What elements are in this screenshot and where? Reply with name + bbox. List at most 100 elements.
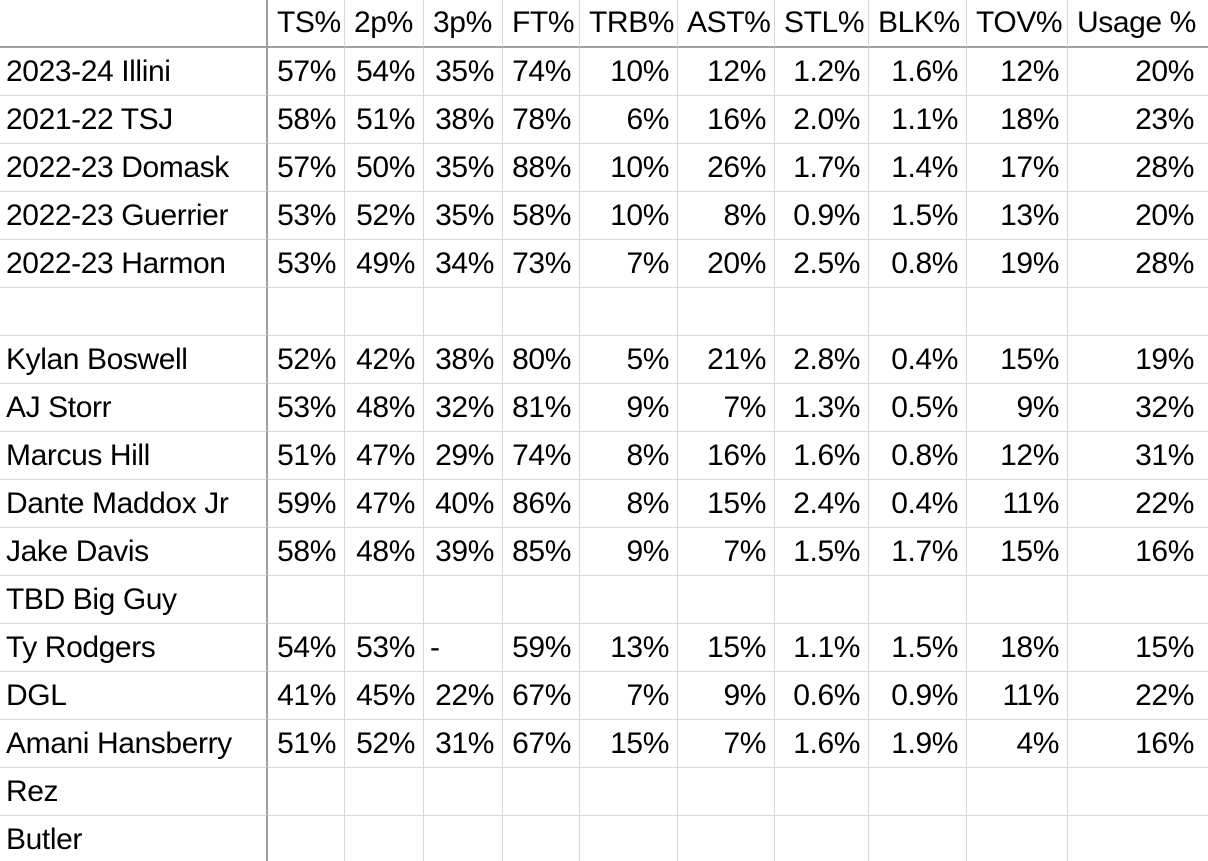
value-cell[interactable]	[424, 288, 503, 336]
value-cell[interactable]	[678, 576, 775, 624]
value-cell[interactable]: 2.8%	[775, 336, 869, 384]
value-cell[interactable]: 48%	[345, 384, 424, 432]
value-cell[interactable]: 26%	[678, 144, 775, 192]
value-cell[interactable]	[424, 768, 503, 816]
value-cell[interactable]: 22%	[424, 672, 503, 720]
value-cell[interactable]: 78%	[503, 96, 580, 144]
value-cell[interactable]: 15%	[678, 480, 775, 528]
value-cell[interactable]: 5%	[580, 336, 678, 384]
value-cell[interactable]: 0.5%	[869, 384, 967, 432]
value-cell[interactable]: 1.5%	[869, 192, 967, 240]
value-cell[interactable]: 59%	[268, 480, 345, 528]
value-cell[interactable]: 85%	[503, 528, 580, 576]
value-cell[interactable]	[345, 288, 424, 336]
corner-cell[interactable]	[0, 0, 268, 48]
value-cell[interactable]: 52%	[345, 192, 424, 240]
value-cell[interactable]: 28%	[1068, 240, 1208, 288]
value-cell[interactable]: 54%	[345, 48, 424, 96]
value-cell[interactable]: 35%	[424, 192, 503, 240]
column-header[interactable]: TOV%	[967, 0, 1068, 48]
value-cell[interactable]: 31%	[1068, 432, 1208, 480]
value-cell[interactable]: 15%	[580, 720, 678, 768]
value-cell[interactable]: 0.8%	[869, 240, 967, 288]
row-label-cell[interactable]: Amani Hansberry	[0, 720, 268, 768]
value-cell[interactable]: 23%	[1068, 96, 1208, 144]
value-cell[interactable]: 45%	[345, 672, 424, 720]
value-cell[interactable]: 81%	[503, 384, 580, 432]
value-cell[interactable]	[678, 288, 775, 336]
value-cell[interactable]: 15%	[967, 528, 1068, 576]
row-label-cell[interactable]: 2023-24 Illini	[0, 48, 268, 96]
value-cell[interactable]: 48%	[345, 528, 424, 576]
row-label-cell[interactable]: Jake Davis	[0, 528, 268, 576]
value-cell[interactable]: 2.4%	[775, 480, 869, 528]
value-cell[interactable]: 53%	[268, 240, 345, 288]
value-cell[interactable]: 0.9%	[869, 672, 967, 720]
value-cell[interactable]: 15%	[1068, 624, 1208, 672]
value-cell[interactable]: 52%	[268, 336, 345, 384]
value-cell[interactable]: 53%	[268, 192, 345, 240]
value-cell[interactable]: 18%	[967, 96, 1068, 144]
value-cell[interactable]	[967, 576, 1068, 624]
value-cell[interactable]: 1.7%	[775, 144, 869, 192]
value-cell[interactable]	[503, 816, 580, 861]
value-cell[interactable]: 16%	[678, 96, 775, 144]
value-cell[interactable]: 7%	[678, 528, 775, 576]
value-cell[interactable]	[869, 576, 967, 624]
value-cell[interactable]: 51%	[345, 96, 424, 144]
value-cell[interactable]: 8%	[678, 192, 775, 240]
value-cell[interactable]: 19%	[967, 240, 1068, 288]
value-cell[interactable]: 73%	[503, 240, 580, 288]
value-cell[interactable]	[345, 816, 424, 861]
value-cell[interactable]: 88%	[503, 144, 580, 192]
value-cell[interactable]: 0.9%	[775, 192, 869, 240]
value-cell[interactable]	[775, 816, 869, 861]
value-cell[interactable]: 13%	[967, 192, 1068, 240]
value-cell[interactable]: 1.6%	[775, 720, 869, 768]
value-cell[interactable]: 9%	[678, 672, 775, 720]
value-cell[interactable]: 49%	[345, 240, 424, 288]
value-cell[interactable]: 50%	[345, 144, 424, 192]
value-cell[interactable]	[1068, 816, 1208, 861]
value-cell[interactable]: 9%	[580, 528, 678, 576]
row-label-cell[interactable]: Rez	[0, 768, 268, 816]
value-cell[interactable]: 12%	[967, 48, 1068, 96]
value-cell[interactable]	[268, 576, 345, 624]
value-cell[interactable]: 1.2%	[775, 48, 869, 96]
value-cell[interactable]	[580, 768, 678, 816]
value-cell[interactable]: 10%	[580, 48, 678, 96]
value-cell[interactable]: 1.5%	[869, 624, 967, 672]
value-cell[interactable]	[580, 816, 678, 861]
value-cell[interactable]: 47%	[345, 432, 424, 480]
value-cell[interactable]: 80%	[503, 336, 580, 384]
value-cell[interactable]	[869, 768, 967, 816]
row-label-cell[interactable]: 2021-22 TSJ	[0, 96, 268, 144]
value-cell[interactable]	[775, 768, 869, 816]
value-cell[interactable]: 28%	[1068, 144, 1208, 192]
row-label-cell[interactable]: AJ Storr	[0, 384, 268, 432]
value-cell[interactable]	[775, 288, 869, 336]
row-label-cell[interactable]: Ty Rodgers	[0, 624, 268, 672]
value-cell[interactable]: 1.3%	[775, 384, 869, 432]
value-cell[interactable]: 16%	[1068, 720, 1208, 768]
value-cell[interactable]: 1.1%	[869, 96, 967, 144]
value-cell[interactable]: 21%	[678, 336, 775, 384]
value-cell[interactable]: 74%	[503, 432, 580, 480]
value-cell[interactable]: 15%	[678, 624, 775, 672]
value-cell[interactable]: 0.4%	[869, 336, 967, 384]
value-cell[interactable]: 35%	[424, 144, 503, 192]
value-cell[interactable]	[503, 576, 580, 624]
value-cell[interactable]: 8%	[580, 480, 678, 528]
value-cell[interactable]: 54%	[268, 624, 345, 672]
value-cell[interactable]: 18%	[967, 624, 1068, 672]
value-cell[interactable]	[268, 768, 345, 816]
value-cell[interactable]: 58%	[503, 192, 580, 240]
value-cell[interactable]	[967, 816, 1068, 861]
value-cell[interactable]	[503, 288, 580, 336]
value-cell[interactable]: 51%	[268, 432, 345, 480]
value-cell[interactable]	[678, 768, 775, 816]
value-cell[interactable]: 4%	[967, 720, 1068, 768]
value-cell[interactable]: 8%	[580, 432, 678, 480]
value-cell[interactable]: 1.4%	[869, 144, 967, 192]
value-cell[interactable]: 11%	[967, 480, 1068, 528]
